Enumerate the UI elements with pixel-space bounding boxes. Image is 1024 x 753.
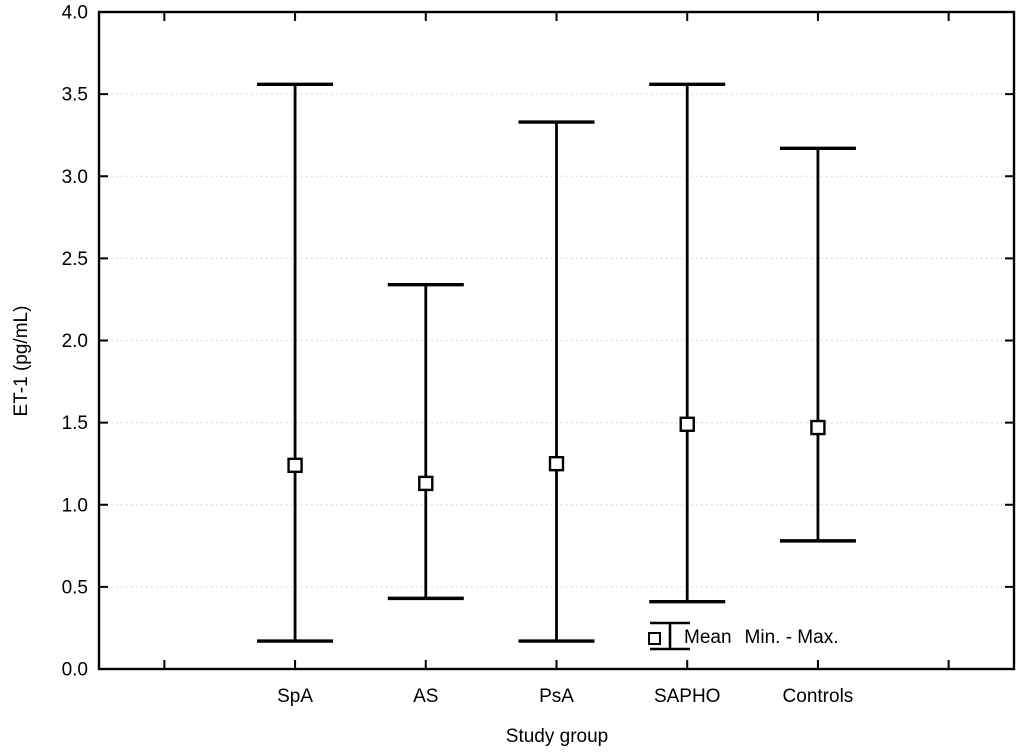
y-tick-label: 1.0	[62, 495, 88, 516]
y-tick-label: 0.5	[62, 577, 88, 598]
y-axis-title: ET-1 (pg/mL)	[11, 305, 32, 417]
y-tick-label: 4.0	[62, 3, 88, 24]
x-axis-title: Study group	[505, 726, 609, 747]
mean-marker-icon	[648, 631, 661, 645]
legend: Mean Min. - Max.	[648, 620, 838, 656]
min-max-whisker-icon	[650, 621, 690, 651]
x-category-label: Controls	[783, 686, 854, 707]
y-tick-label: 3.5	[62, 85, 88, 106]
y-tick-label: 2.5	[62, 249, 88, 270]
y-tick-label: 1.5	[62, 413, 88, 434]
legend-label-mean: Mean	[684, 627, 732, 648]
y-tick-label: 2.0	[62, 331, 88, 352]
y-tick-label: 3.0	[62, 167, 88, 188]
x-category-label: SAPHO	[654, 686, 721, 707]
mean-marker	[418, 475, 434, 492]
x-category-label: PsA	[539, 686, 574, 707]
x-category-label: SpA	[277, 686, 313, 707]
x-category-label: AS	[413, 686, 438, 707]
y-tick-label: 0.0	[62, 660, 88, 681]
mean-marker	[810, 419, 826, 436]
mean-marker	[679, 416, 695, 432]
mean-marker	[548, 455, 565, 472]
legend-label-minmax: Min. - Max.	[744, 627, 839, 648]
mean-marker	[287, 457, 303, 474]
